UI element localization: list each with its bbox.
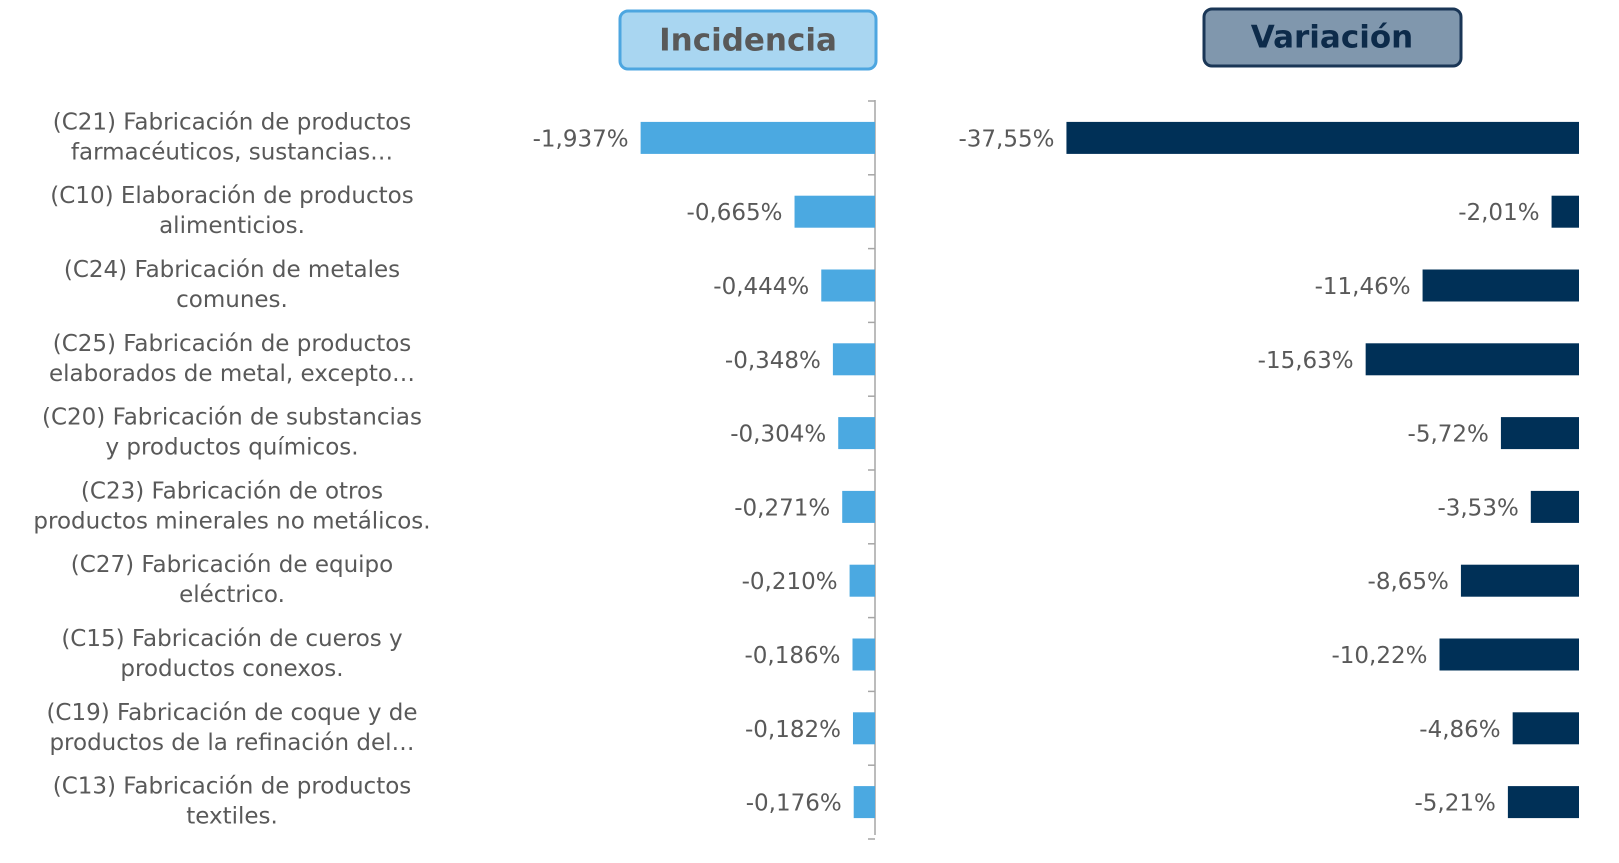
bar	[821, 269, 875, 302]
data-label: -4,86%	[1419, 717, 1500, 743]
category-label: (C25) Fabricación de productos	[53, 331, 412, 357]
category-label: textiles.	[186, 804, 278, 830]
data-label: -2,01%	[1458, 200, 1539, 226]
data-label: -0,176%	[746, 791, 842, 817]
data-label: -1,937%	[533, 126, 629, 152]
bar	[1512, 712, 1579, 745]
bar	[640, 121, 875, 154]
category-label: productos conexos.	[120, 656, 343, 682]
bar	[1066, 121, 1579, 154]
bar	[1507, 786, 1579, 819]
bar	[1500, 417, 1579, 450]
panel-title: Incidencia	[659, 23, 837, 59]
data-label: -0,444%	[713, 274, 809, 300]
category-label: elaborados de metal, excepto…	[49, 361, 415, 387]
category-label: (C23) Fabricación de otros	[81, 478, 383, 504]
data-label: -0,186%	[744, 643, 840, 669]
category-label: (C20) Fabricación de substancias	[42, 405, 422, 431]
bar	[853, 786, 875, 819]
title-box	[1202, 7, 1463, 68]
data-label: -8,65%	[1368, 569, 1449, 595]
title-box	[618, 9, 878, 71]
category-label: (C24) Fabricación de metales	[64, 257, 400, 283]
data-label: -0,304%	[730, 422, 826, 448]
bar	[842, 490, 875, 523]
category-label: (C10) Elaboración de productos	[50, 183, 413, 209]
category-label: (C21) Fabricación de productos	[53, 109, 412, 135]
data-label: -10,22%	[1331, 643, 1427, 669]
category-label: productos de la refinación del…	[49, 730, 414, 756]
data-label: -0,348%	[725, 348, 821, 374]
data-label: -5,21%	[1415, 791, 1496, 817]
category-label: productos minerales no metálicos.	[33, 508, 430, 534]
bar	[849, 564, 875, 597]
bar	[832, 343, 875, 376]
bar	[1422, 269, 1579, 302]
data-label: -0,665%	[687, 200, 783, 226]
bar	[1551, 195, 1579, 228]
category-label: eléctrico.	[179, 582, 285, 608]
data-label: -15,63%	[1258, 348, 1354, 374]
category-label: y productos químicos.	[105, 435, 358, 461]
data-label: -37,55%	[958, 126, 1054, 152]
data-label: -5,72%	[1408, 422, 1489, 448]
bar	[1530, 490, 1579, 523]
data-label: -0,271%	[734, 495, 830, 521]
bar	[1460, 564, 1579, 597]
bar	[794, 195, 875, 228]
bar	[852, 712, 875, 745]
category-label: alimenticios.	[159, 213, 305, 239]
category-label: (C13) Fabricación de productos	[53, 774, 412, 800]
data-label: -3,53%	[1437, 495, 1518, 521]
data-label: -0,182%	[745, 717, 841, 743]
bar	[852, 638, 875, 671]
panel-title: Variación	[1251, 20, 1413, 56]
data-label: -0,210%	[742, 569, 838, 595]
category-label: (C27) Fabricación de equipo	[71, 552, 393, 578]
category-label: comunes.	[176, 287, 288, 313]
data-label: -11,46%	[1315, 274, 1411, 300]
category-label: (C15) Fabricación de cueros y	[61, 626, 402, 652]
bar	[1439, 638, 1579, 671]
category-label: (C19) Fabricación de coque y de	[46, 700, 417, 726]
category-label: farmacéuticos, sustancias…	[71, 139, 393, 165]
bar	[1365, 343, 1579, 376]
bar	[838, 417, 875, 450]
